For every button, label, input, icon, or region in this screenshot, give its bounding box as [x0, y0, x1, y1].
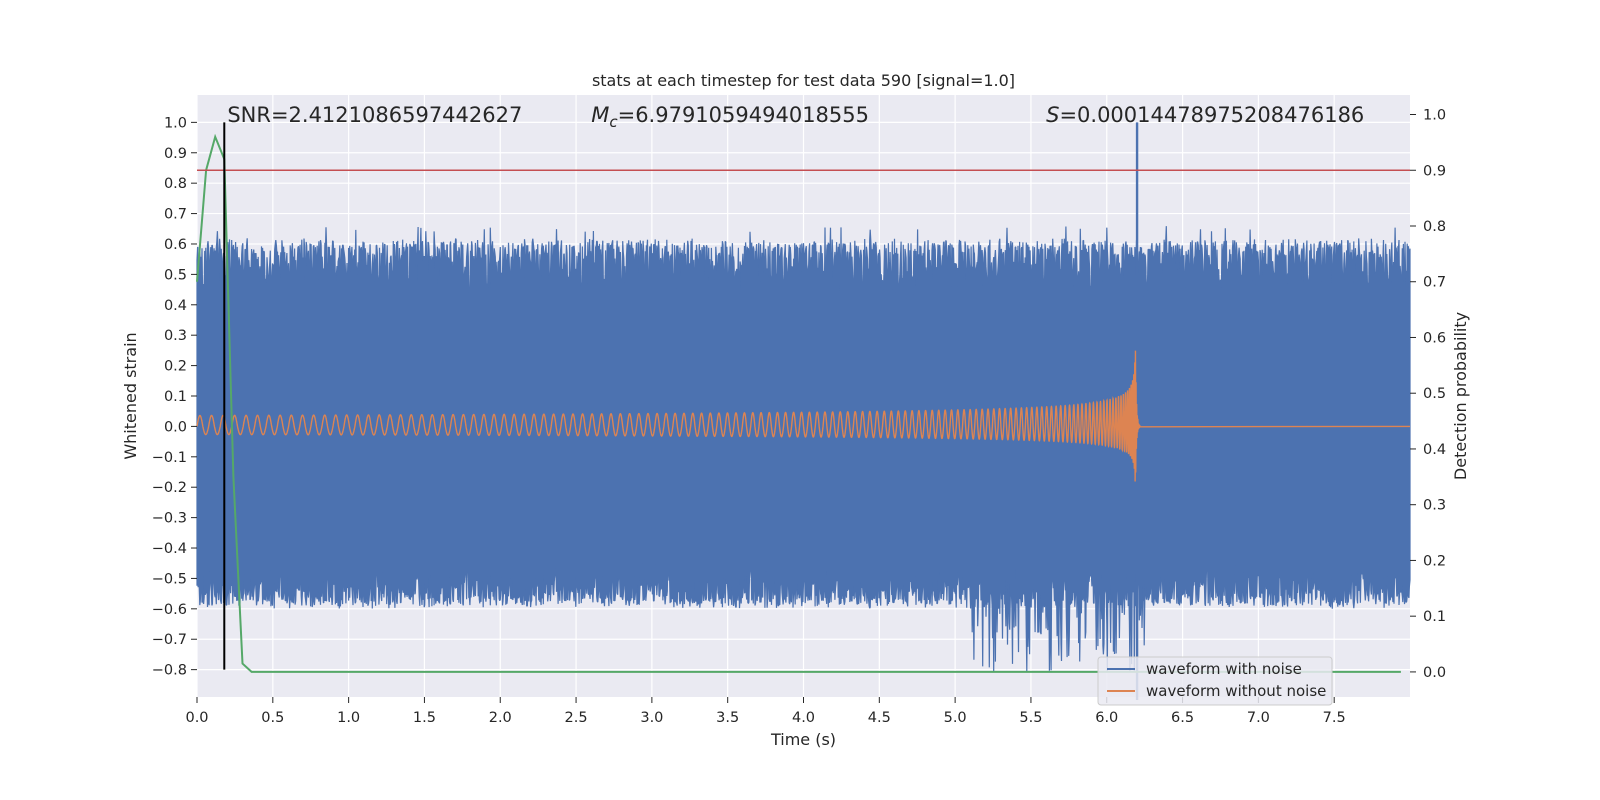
- x-tick-label: 5.0: [944, 710, 967, 726]
- x-tick-label: 0.0: [185, 710, 208, 726]
- chirp-mass-symbol: M: [591, 103, 609, 127]
- y-tick-label-left: 0.2: [164, 359, 187, 375]
- y-tick-label-left: 0.4: [164, 298, 187, 314]
- y-tick-label-right: 0.7: [1423, 275, 1446, 291]
- detection-probability-series: [196, 133, 1401, 673]
- y-tick-label-left: 0.3: [164, 328, 187, 344]
- snr-annotation: SNR=2.4121086597442627: [227, 103, 522, 127]
- y-tick-label-left: 1.0: [164, 115, 187, 131]
- x-tick-label: 3.0: [640, 710, 663, 726]
- y-tick-label-left: 0.5: [164, 267, 187, 283]
- y-tick-label-left: −0.2: [152, 480, 187, 496]
- waveform-without-noise-series: [196, 350, 1411, 482]
- y-tick-label-right: 0.8: [1423, 219, 1446, 235]
- y-tick-label-left: −0.7: [152, 632, 187, 648]
- reference-lines: [197, 122, 1410, 670]
- y-tick-label-left: 0.6: [164, 237, 187, 253]
- legend-entry-waveform-with-noise: waveform with noise: [1146, 660, 1302, 678]
- x-tick-label: 6.0: [1095, 710, 1118, 726]
- y-tick-label-left: 0.0: [164, 419, 187, 435]
- chirp-mass-subscript: c: [609, 113, 618, 131]
- y-tick-label-right: 0.3: [1423, 498, 1446, 514]
- x-tick-label: 7.5: [1323, 710, 1346, 726]
- x-tick-label: 4.5: [868, 710, 891, 726]
- ticks: 0.0 0.5 1.0 1.5 2.0 2.5 3.0 3.5 4.0 4.5 5.0 5.5 6.0 6…: [152, 108, 1446, 726]
- y-tick-label-left: 0.8: [164, 176, 187, 192]
- y-tick-label-right: 0.6: [1423, 330, 1446, 346]
- x-tick-label: 6.5: [1171, 710, 1194, 726]
- x-tick-label: 5.5: [1019, 710, 1042, 726]
- x-axis-label: Time (s): [770, 730, 836, 749]
- y-axis-label-right: Detection probability: [1451, 312, 1470, 480]
- chirp-mass-value: =6.9791059494018555: [618, 103, 869, 127]
- legend-box: [1097, 656, 1333, 706]
- x-tick-label: 3.5: [716, 710, 739, 726]
- y-tick-label-right: 0.9: [1423, 163, 1446, 179]
- legend-entry-waveform-without-noise: waveform without noise: [1146, 682, 1326, 700]
- waveform-without-noise-line: [196, 350, 1411, 482]
- y-tick-label-left: −0.8: [152, 663, 187, 679]
- y-tick-label-left: 0.7: [164, 207, 187, 223]
- legend: waveform with noise waveform without noi…: [1097, 656, 1333, 706]
- chirp-mass-annotation: Mc=6.9791059494018555: [591, 103, 869, 131]
- y-tick-label-right: 0.0: [1423, 665, 1446, 681]
- x-tick-label: 7.0: [1247, 710, 1270, 726]
- x-tick-label: 2.5: [565, 710, 588, 726]
- significance-annotation: S=0.00014478975208476186: [1046, 103, 1364, 127]
- detection-probability-line: [196, 133, 1401, 673]
- chart-title: stats at each timestep for test data 590…: [592, 71, 1015, 90]
- significance-symbol: S: [1046, 103, 1059, 127]
- y-tick-label-left: −0.4: [152, 541, 187, 557]
- y-tick-label-left: 0.1: [164, 389, 187, 405]
- y-tick-label-left: 0.9: [164, 146, 187, 162]
- significance-value: =0.00014478975208476186: [1059, 103, 1364, 127]
- y-tick-label-left: −0.5: [152, 571, 187, 587]
- y-tick-label-right: 0.5: [1423, 386, 1446, 402]
- y-tick-label-right: 0.2: [1423, 553, 1446, 569]
- y-tick-label-left: −0.3: [152, 511, 187, 527]
- x-tick-label: 4.0: [792, 710, 815, 726]
- y-tick-label-left: −0.1: [152, 450, 187, 466]
- waveform-with-noise-band: [196, 226, 1411, 672]
- y-tick-label-right: 0.4: [1423, 442, 1446, 458]
- y-tick-label-right: 1.0: [1423, 108, 1446, 124]
- y-axis-label-left: Whitened strain: [121, 332, 140, 459]
- y-tick-label-left: −0.6: [152, 602, 187, 618]
- x-tick-label: 1.0: [337, 710, 360, 726]
- y-tick-label-right: 0.1: [1423, 609, 1446, 625]
- x-tick-label: 2.0: [489, 710, 512, 726]
- x-tick-label: 0.5: [261, 710, 284, 726]
- x-tick-label: 1.5: [413, 710, 436, 726]
